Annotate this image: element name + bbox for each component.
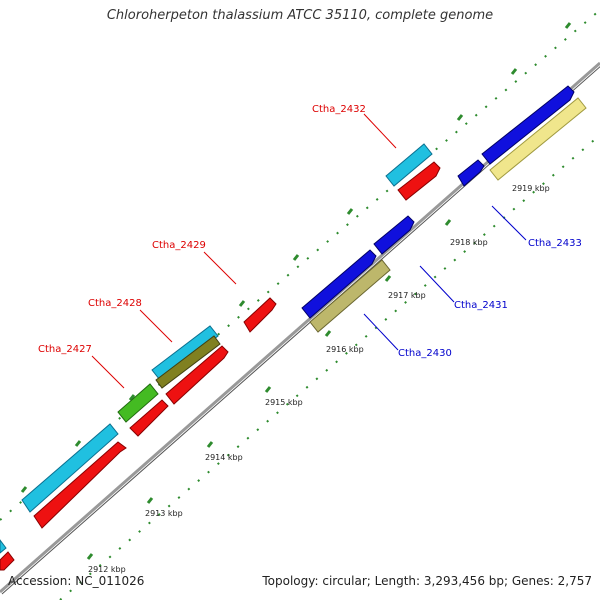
tick-label: 2919 kbp bbox=[512, 184, 550, 193]
tick-label: 2915 kbp bbox=[265, 398, 303, 407]
tick-label: 2913 kbp bbox=[145, 509, 183, 518]
gene-feature-red[interactable] bbox=[165, 345, 229, 405]
gene-feature-red[interactable] bbox=[33, 441, 127, 529]
tick-label: 2912 kbp bbox=[88, 565, 126, 574]
tick-label: 2914 kbp bbox=[205, 453, 243, 462]
gene-feature-olive[interactable] bbox=[155, 335, 221, 389]
outer-major-ticks bbox=[20, 22, 572, 493]
inner-dotted-track bbox=[59, 134, 600, 600]
tick-label: 2917 kbp bbox=[388, 291, 426, 300]
label-leader-lines-left bbox=[91, 113, 397, 389]
gene-feature-red[interactable] bbox=[243, 297, 277, 333]
gene-feature-red[interactable] bbox=[0, 551, 15, 571]
gene-feature-green[interactable] bbox=[117, 383, 159, 423]
gene-label[interactable]: Ctha_2430 bbox=[398, 348, 452, 359]
label-leader-lines-right bbox=[363, 205, 527, 351]
gene-feature-cyan[interactable] bbox=[21, 423, 119, 513]
genome-title: Chloroherpeton thalassium ATCC 35110, co… bbox=[106, 8, 494, 23]
accession-text: Accession: NC_011026 bbox=[8, 574, 145, 588]
gene-feature-cyan[interactable] bbox=[385, 143, 433, 187]
gene-feature-cyan[interactable] bbox=[151, 325, 219, 381]
gene-feature-red[interactable] bbox=[397, 161, 441, 201]
gene-label[interactable]: Ctha_2429 bbox=[152, 240, 206, 251]
gene-feature-blue[interactable] bbox=[457, 159, 485, 187]
inner-major-ticks bbox=[86, 111, 570, 560]
gene-feature-blue[interactable] bbox=[373, 215, 415, 255]
gene-label[interactable]: Ctha_2427 bbox=[38, 344, 92, 355]
gene-label[interactable]: Ctha_2432 bbox=[312, 104, 366, 115]
genome-summary-text: Topology: circular; Length: 3,293,456 bp… bbox=[262, 574, 592, 588]
gene-feature-blue[interactable] bbox=[301, 249, 377, 319]
gene-feature-blue[interactable] bbox=[481, 85, 575, 165]
tick-label: 2918 kbp bbox=[450, 238, 488, 247]
tick-label: 2916 kbp bbox=[326, 345, 364, 354]
gene-label[interactable]: Ctha_2433 bbox=[528, 238, 582, 249]
gene-feature-cyan[interactable] bbox=[0, 539, 7, 554]
gene-feature-pale-yellow[interactable] bbox=[489, 97, 587, 181]
gene-label[interactable]: Ctha_2431 bbox=[454, 300, 508, 311]
gene-label[interactable]: Ctha_2428 bbox=[88, 298, 142, 309]
gene-feature-red[interactable] bbox=[129, 399, 169, 437]
gene-feature-khaki[interactable] bbox=[309, 259, 391, 333]
